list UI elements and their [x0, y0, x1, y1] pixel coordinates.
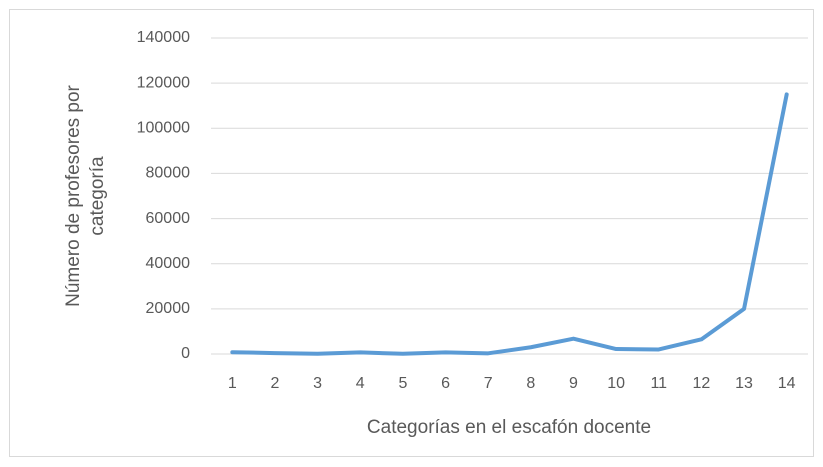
y-tick-label: 0	[181, 345, 190, 362]
y-tick-label: 60000	[146, 210, 191, 227]
y-axis-title-line: categoría	[87, 156, 108, 236]
x-tick-label: 1	[228, 375, 237, 392]
x-tick-label: 11	[650, 375, 667, 392]
y-tick-label: 140000	[137, 29, 190, 46]
y-tick-label: 80000	[146, 165, 191, 182]
x-tick-label: 3	[313, 375, 322, 392]
x-tick-label: 8	[526, 375, 535, 392]
x-tick-label: 6	[441, 375, 450, 392]
data-line	[230, 92, 789, 356]
x-tick-label: 7	[484, 375, 493, 392]
y-tick-label: 20000	[146, 300, 191, 317]
x-tick-label: 4	[356, 375, 365, 392]
x-tick-label: 14	[778, 375, 796, 392]
x-tick-label: 5	[398, 375, 407, 392]
y-axis-title: Número de profesores por categoría	[63, 84, 108, 306]
x-tick-label: 2	[271, 375, 280, 392]
x-tick-label: 12	[692, 375, 710, 392]
x-tick-label: 9	[569, 375, 578, 392]
y-axis-title-line: Número de profesores por	[63, 84, 84, 306]
y-tick-label: 40000	[146, 255, 191, 272]
y-tick-label: 100000	[137, 120, 190, 137]
y-tick-label: 120000	[137, 74, 190, 91]
x-tick-label: 13	[735, 375, 753, 392]
chart-frame	[9, 9, 814, 457]
x-tick-label: 10	[607, 375, 625, 392]
x-axis-title: Categorías en el escafón docente	[367, 417, 651, 438]
